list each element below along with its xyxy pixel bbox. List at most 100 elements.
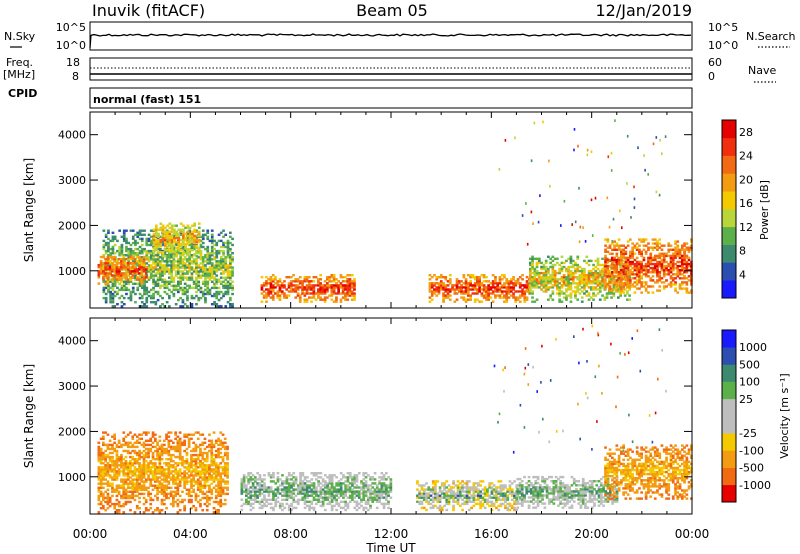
velocity-cell (135, 451, 139, 455)
power-cell (159, 276, 162, 279)
velocity-cell (160, 445, 164, 449)
velocity-cell (133, 470, 137, 473)
power-cell (124, 257, 128, 261)
velocity-cell (187, 466, 191, 469)
power-cell (118, 249, 121, 253)
power-cell (633, 264, 637, 268)
power-cell (124, 268, 128, 271)
velocity-cell (201, 470, 205, 473)
velocity-cell (219, 484, 223, 487)
power-cell (638, 266, 641, 270)
power-cell (190, 254, 194, 257)
power-cell (147, 249, 151, 253)
power-cell (653, 281, 657, 284)
velocity-cell (199, 480, 202, 483)
power-cell (135, 255, 139, 259)
power-cell (439, 282, 443, 285)
power-cell (136, 231, 140, 234)
power-cell (140, 239, 144, 243)
power-cell (142, 259, 146, 263)
velocity-cell (174, 445, 177, 449)
velocity-cell (223, 502, 227, 506)
power-cell (549, 294, 552, 297)
power-cell (553, 257, 557, 260)
power-cell (341, 296, 345, 299)
velocity-cell (199, 453, 202, 457)
power-cell (116, 258, 119, 261)
power-cell (433, 288, 436, 291)
power-cell (586, 153, 589, 157)
power-cell (346, 298, 350, 301)
velocity-cell (154, 484, 157, 487)
velocity-cell (287, 494, 291, 497)
power-cell (606, 275, 610, 278)
power-cell (231, 256, 234, 259)
power-cell (601, 278, 604, 281)
power-cell (168, 294, 171, 298)
power-cell (170, 272, 173, 275)
power-cell (521, 294, 524, 297)
velocity-cell (102, 437, 105, 440)
velocity-cell (219, 490, 223, 493)
power-cell (448, 294, 452, 297)
power-cell (606, 260, 610, 264)
velocity-cell (205, 460, 209, 463)
velocity-cell (154, 462, 157, 465)
power-cell (628, 288, 631, 291)
power-cell (133, 257, 137, 261)
velocity-cell (126, 474, 130, 477)
power-cell (640, 266, 643, 270)
velocity-cell (115, 511, 119, 514)
power-cell (197, 222, 201, 225)
power-cell (346, 286, 350, 289)
velocity-cell (226, 458, 229, 461)
power-cell (152, 282, 155, 285)
power-cell (147, 276, 151, 279)
velocity-cell (199, 490, 202, 493)
power-cell (179, 228, 183, 231)
velocity-cell (131, 494, 135, 498)
velocity-cell (142, 511, 146, 514)
power-cell (287, 284, 291, 287)
power-cell (542, 280, 546, 283)
velocity-cell (99, 474, 103, 477)
power-cell (197, 298, 201, 302)
power-cell (260, 284, 264, 287)
velocity-cell (205, 472, 209, 475)
power-cell (147, 239, 151, 243)
power-cell (168, 234, 172, 238)
power-cell (681, 273, 684, 276)
power-cell (635, 273, 639, 276)
velocity-cell (133, 468, 137, 471)
velocity-cell (133, 472, 137, 475)
power-cell (649, 256, 653, 260)
power-cell (330, 284, 334, 287)
power-cell (549, 265, 552, 269)
velocity-cell (205, 466, 209, 469)
velocity-cell (144, 478, 148, 481)
nsky-trace (89, 33, 692, 49)
power-cell (143, 264, 146, 267)
velocity-cell (120, 496, 123, 500)
velocity-cell (249, 492, 253, 495)
velocity-cell (122, 431, 126, 434)
velocity-cell (240, 492, 244, 495)
power-cell (156, 270, 160, 273)
power-cell (219, 272, 223, 275)
power-cell (433, 290, 436, 293)
power-cell (217, 286, 221, 290)
power-cell (147, 264, 151, 267)
power-cell (138, 245, 142, 249)
power-cell (332, 290, 336, 293)
velocity-cell (285, 476, 289, 479)
power-cell (192, 258, 196, 261)
power-cell (328, 286, 331, 289)
power-cell (442, 284, 445, 287)
power-cell (580, 300, 584, 303)
velocity-cell (258, 500, 262, 503)
velocity-cell (256, 494, 259, 497)
velocity-cell (108, 439, 112, 442)
power-cell (161, 232, 165, 236)
power-cell (473, 282, 477, 285)
power-cell (656, 242, 659, 245)
